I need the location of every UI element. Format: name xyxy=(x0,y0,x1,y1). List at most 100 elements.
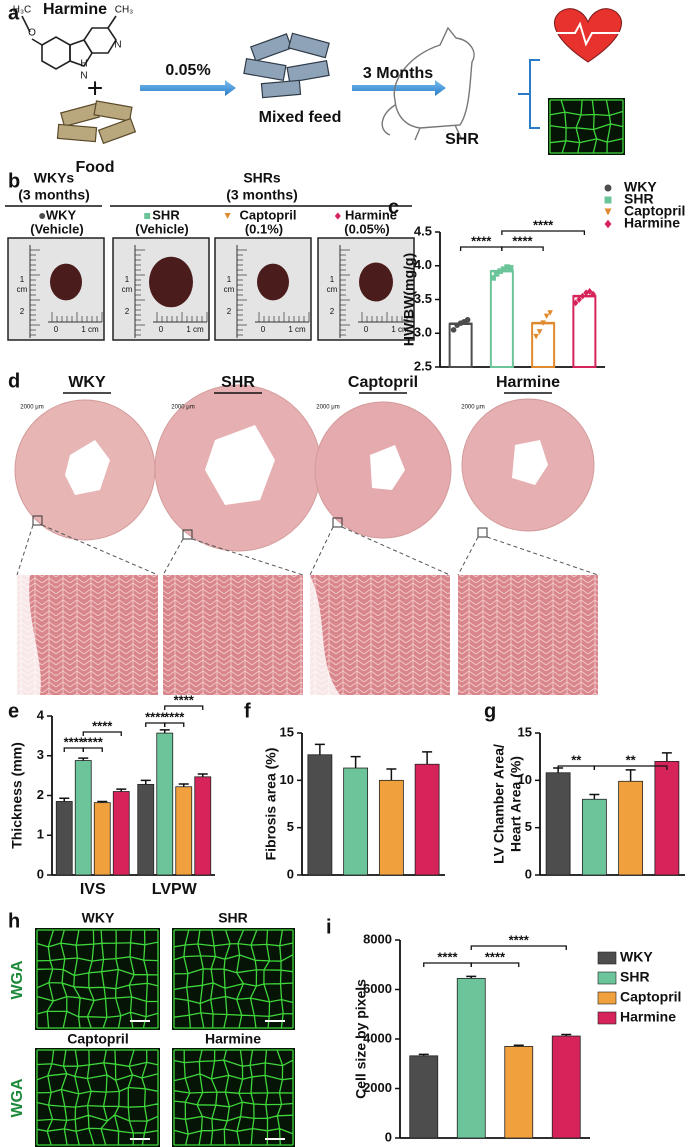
ruler-label: 2 xyxy=(330,307,335,316)
arrow xyxy=(352,80,446,96)
bar xyxy=(175,786,193,876)
atom: N xyxy=(114,40,121,51)
error-bar xyxy=(140,779,151,785)
panel-label: b xyxy=(8,170,20,192)
y-tick-label: 2000 xyxy=(363,1080,392,1095)
ruler-label: cm xyxy=(17,285,28,294)
sample-name: SHR xyxy=(152,207,180,222)
error-bar xyxy=(422,751,433,765)
x-tick-label: LVPW xyxy=(152,881,198,898)
panel-label: f xyxy=(244,700,251,722)
mouse xyxy=(381,26,475,141)
significance-bracket xyxy=(501,246,544,251)
data-point xyxy=(497,268,503,274)
food-pellets xyxy=(56,100,137,145)
data-point xyxy=(450,327,457,333)
error-bar xyxy=(350,755,361,769)
food-label: Food xyxy=(75,159,114,176)
ruler-label: cm xyxy=(122,285,133,294)
significance-label: **** xyxy=(145,709,166,724)
bar xyxy=(93,802,111,876)
heart-icon xyxy=(554,8,622,63)
data-point xyxy=(500,266,507,272)
y-tick-label: 3.0 xyxy=(414,325,432,340)
ruler-label: 1 cm xyxy=(391,325,409,334)
molecule xyxy=(21,15,117,70)
bar xyxy=(489,270,514,368)
data-point xyxy=(464,316,471,323)
bar xyxy=(551,1035,581,1139)
atom: O xyxy=(28,28,36,39)
significance-label: ** xyxy=(571,752,582,767)
y-tick-label: 3.5 xyxy=(414,291,432,306)
significance-bracket xyxy=(501,230,586,235)
significance-bracket xyxy=(164,705,204,710)
bar xyxy=(112,791,130,876)
legend-marker xyxy=(604,196,612,204)
legend-swatch xyxy=(597,991,617,1005)
scale-bar xyxy=(265,1138,285,1140)
panel-label: d xyxy=(8,370,20,392)
error-bar xyxy=(661,752,672,762)
bar xyxy=(343,767,369,876)
error-bar xyxy=(178,783,189,787)
sample-note: (0.1%) xyxy=(245,221,283,236)
plus: + xyxy=(87,72,103,103)
ruler-label: cm xyxy=(327,285,338,294)
y-tick-label: 4 xyxy=(37,707,45,722)
ruler-label: cm xyxy=(224,285,235,294)
dose-label: 0.05% xyxy=(165,62,210,79)
legend-swatch xyxy=(597,1011,617,1025)
group-title: WKYs xyxy=(34,170,75,186)
ruler-label: 1 xyxy=(330,275,335,284)
y-tick-label: 15 xyxy=(280,724,294,739)
atom: N xyxy=(80,71,87,82)
data-point xyxy=(547,310,553,316)
bar xyxy=(409,1055,439,1139)
atom: CH₃ xyxy=(115,5,134,16)
y-tick-label: 10 xyxy=(518,772,532,787)
ruler-label: 0 xyxy=(159,325,164,334)
scale-bar xyxy=(130,1020,150,1022)
data-point xyxy=(493,271,500,277)
ruler-label: 2 xyxy=(227,307,232,316)
panel-label: a xyxy=(8,2,20,24)
y-tick-label: 2.5 xyxy=(414,358,432,373)
ruler-label: 0 xyxy=(364,325,369,334)
ruler-label: 1 cm xyxy=(288,325,306,334)
bar xyxy=(55,801,73,876)
bar xyxy=(654,761,680,876)
legend-swatch xyxy=(597,951,617,965)
marker xyxy=(334,212,341,220)
ruler-label: 2 xyxy=(125,307,130,316)
atom: H₃C xyxy=(13,5,32,16)
scale-bar xyxy=(130,1138,150,1140)
y-tick-label: 0 xyxy=(525,866,532,881)
atom: H xyxy=(80,59,87,70)
significance-bracket xyxy=(470,945,567,950)
wga-title: Captopril xyxy=(67,1031,128,1047)
histology xyxy=(14,384,599,695)
significance-bracket xyxy=(593,765,668,770)
wga-title: SHR xyxy=(218,910,248,926)
y-tick-label: 1 xyxy=(37,827,44,842)
y-tick-label: 4.0 xyxy=(414,257,432,272)
ruler-label: 1 xyxy=(227,275,232,284)
sample-name: Captopril xyxy=(239,207,296,222)
heart xyxy=(50,263,82,301)
panel-label: h xyxy=(8,910,20,932)
sample-name: Harmine xyxy=(345,207,397,222)
bar xyxy=(414,763,440,876)
legend-label: Harmine xyxy=(620,1009,676,1025)
scale-label: 2000 μm xyxy=(20,405,43,411)
duration-label: 3 Months xyxy=(363,65,433,82)
wga-title: WKY xyxy=(82,910,115,926)
y-tick-label: 0 xyxy=(385,1129,392,1144)
error-bar xyxy=(197,773,208,777)
ruler-label: 1 xyxy=(125,275,130,284)
bar xyxy=(378,779,404,876)
data-point xyxy=(543,313,550,320)
sample-note: (Vehicle) xyxy=(30,221,83,236)
bar xyxy=(504,1046,534,1139)
